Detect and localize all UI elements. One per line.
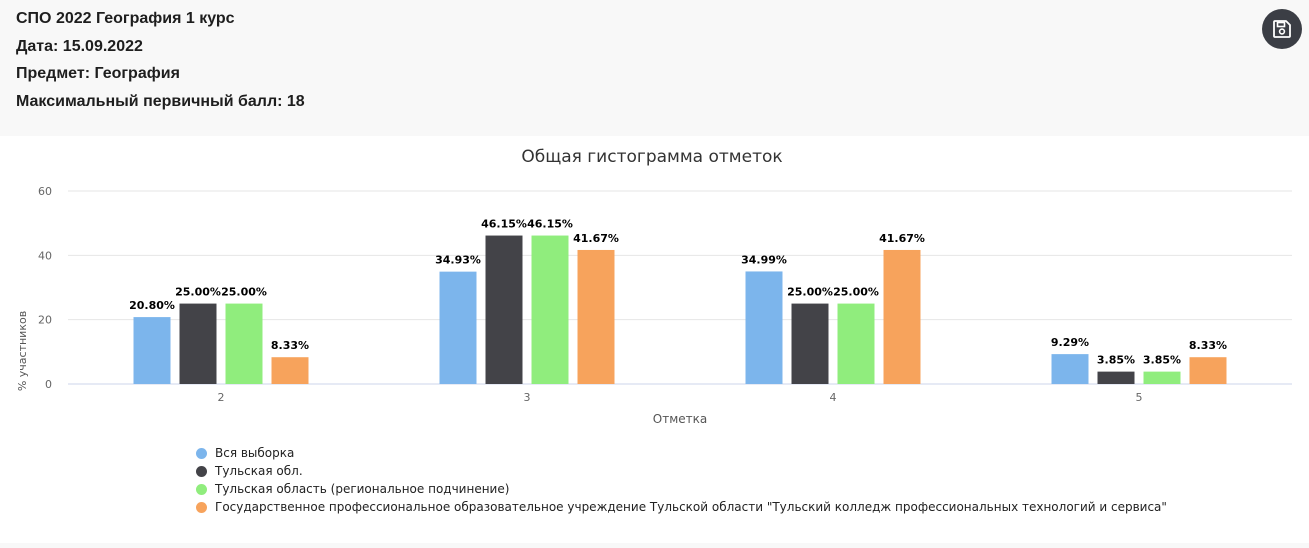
x-axis-title: Отметка xyxy=(653,412,707,426)
report-title: СПО 2022 География 1 курс xyxy=(16,10,235,27)
y-tick-label: 60 xyxy=(38,185,52,198)
legend-label: Государственное профессиональное образов… xyxy=(215,500,1167,514)
legend-marker xyxy=(196,447,207,459)
data-label: 46.15% xyxy=(527,218,573,231)
report-max-score: Максимальный первичный балл: 18 xyxy=(16,93,305,110)
bar[interactable] xyxy=(1097,371,1135,384)
report-header: СПО 2022 География 1 курс Дата: 15.09.20… xyxy=(0,0,1309,136)
data-label: 9.29% xyxy=(1051,336,1089,349)
bar[interactable] xyxy=(745,271,783,384)
report-date: Дата: 15.09.2022 xyxy=(16,38,143,55)
histogram-chart: Общая гистограмма отметок 0 20 40 60 2 20.80… xyxy=(16,147,1292,426)
legend-item[interactable]: Государственное профессиональное образов… xyxy=(196,500,1167,514)
data-label: 25.00% xyxy=(833,286,879,299)
bar[interactable] xyxy=(179,303,217,384)
bar[interactable] xyxy=(225,303,263,384)
legend-item[interactable]: Тульская обл. xyxy=(196,464,303,478)
y-axis-title: % участников xyxy=(16,311,29,391)
x-tick-label: 2 xyxy=(218,391,225,404)
x-tick-label: 3 xyxy=(524,391,531,404)
data-label: 8.33% xyxy=(271,339,309,352)
legend-marker xyxy=(196,483,207,495)
floppy-disk-icon xyxy=(1273,20,1291,38)
x-tick-label: 4 xyxy=(830,391,837,404)
bar[interactable] xyxy=(271,357,309,384)
bar[interactable] xyxy=(1143,371,1181,384)
bar[interactable] xyxy=(1051,354,1089,384)
data-label: 41.67% xyxy=(573,232,619,245)
data-label: 25.00% xyxy=(175,286,221,299)
data-label: 46.15% xyxy=(481,218,527,231)
bar[interactable] xyxy=(883,249,921,384)
data-label: 34.93% xyxy=(435,254,481,267)
x-tick-label: 5 xyxy=(1136,391,1143,404)
legend-label: Вся выборка xyxy=(215,446,295,460)
data-label: 25.00% xyxy=(221,286,267,299)
y-tick-label: 40 xyxy=(38,249,52,262)
data-label: 3.85% xyxy=(1143,354,1181,367)
data-label: 25.00% xyxy=(787,286,833,299)
legend-marker xyxy=(196,465,207,477)
legend-item[interactable]: Вся выборка xyxy=(196,446,294,460)
report-subject: Предмет: География xyxy=(16,65,180,82)
legend-label: Тульская обл. xyxy=(215,464,303,478)
y-tick-label: 20 xyxy=(38,314,52,327)
bar[interactable] xyxy=(1189,357,1227,384)
legend-item[interactable]: Тульская область (региональное подчинени… xyxy=(196,482,509,496)
data-label: 8.33% xyxy=(1189,339,1227,352)
data-label: 3.85% xyxy=(1097,354,1135,367)
y-tick-label: 0 xyxy=(45,378,52,391)
bar[interactable] xyxy=(485,235,523,384)
data-label: 34.99% xyxy=(741,253,787,266)
bar[interactable] xyxy=(439,271,477,384)
data-label: 20.80% xyxy=(129,299,175,312)
data-label: 41.67% xyxy=(879,232,925,245)
chart-title: Общая гистограмма отметок xyxy=(521,147,782,167)
bar[interactable] xyxy=(837,303,875,384)
save-button[interactable] xyxy=(1262,9,1302,49)
chart-container: Общая гистограмма отметок 0 20 40 60 2 20.80… xyxy=(0,136,1309,543)
bar[interactable] xyxy=(791,303,829,384)
bar[interactable] xyxy=(531,235,569,384)
legend-marker xyxy=(196,501,207,513)
bar[interactable] xyxy=(577,249,615,384)
legend-label: Тульская область (региональное подчинени… xyxy=(215,482,510,496)
bar[interactable] xyxy=(133,317,171,384)
